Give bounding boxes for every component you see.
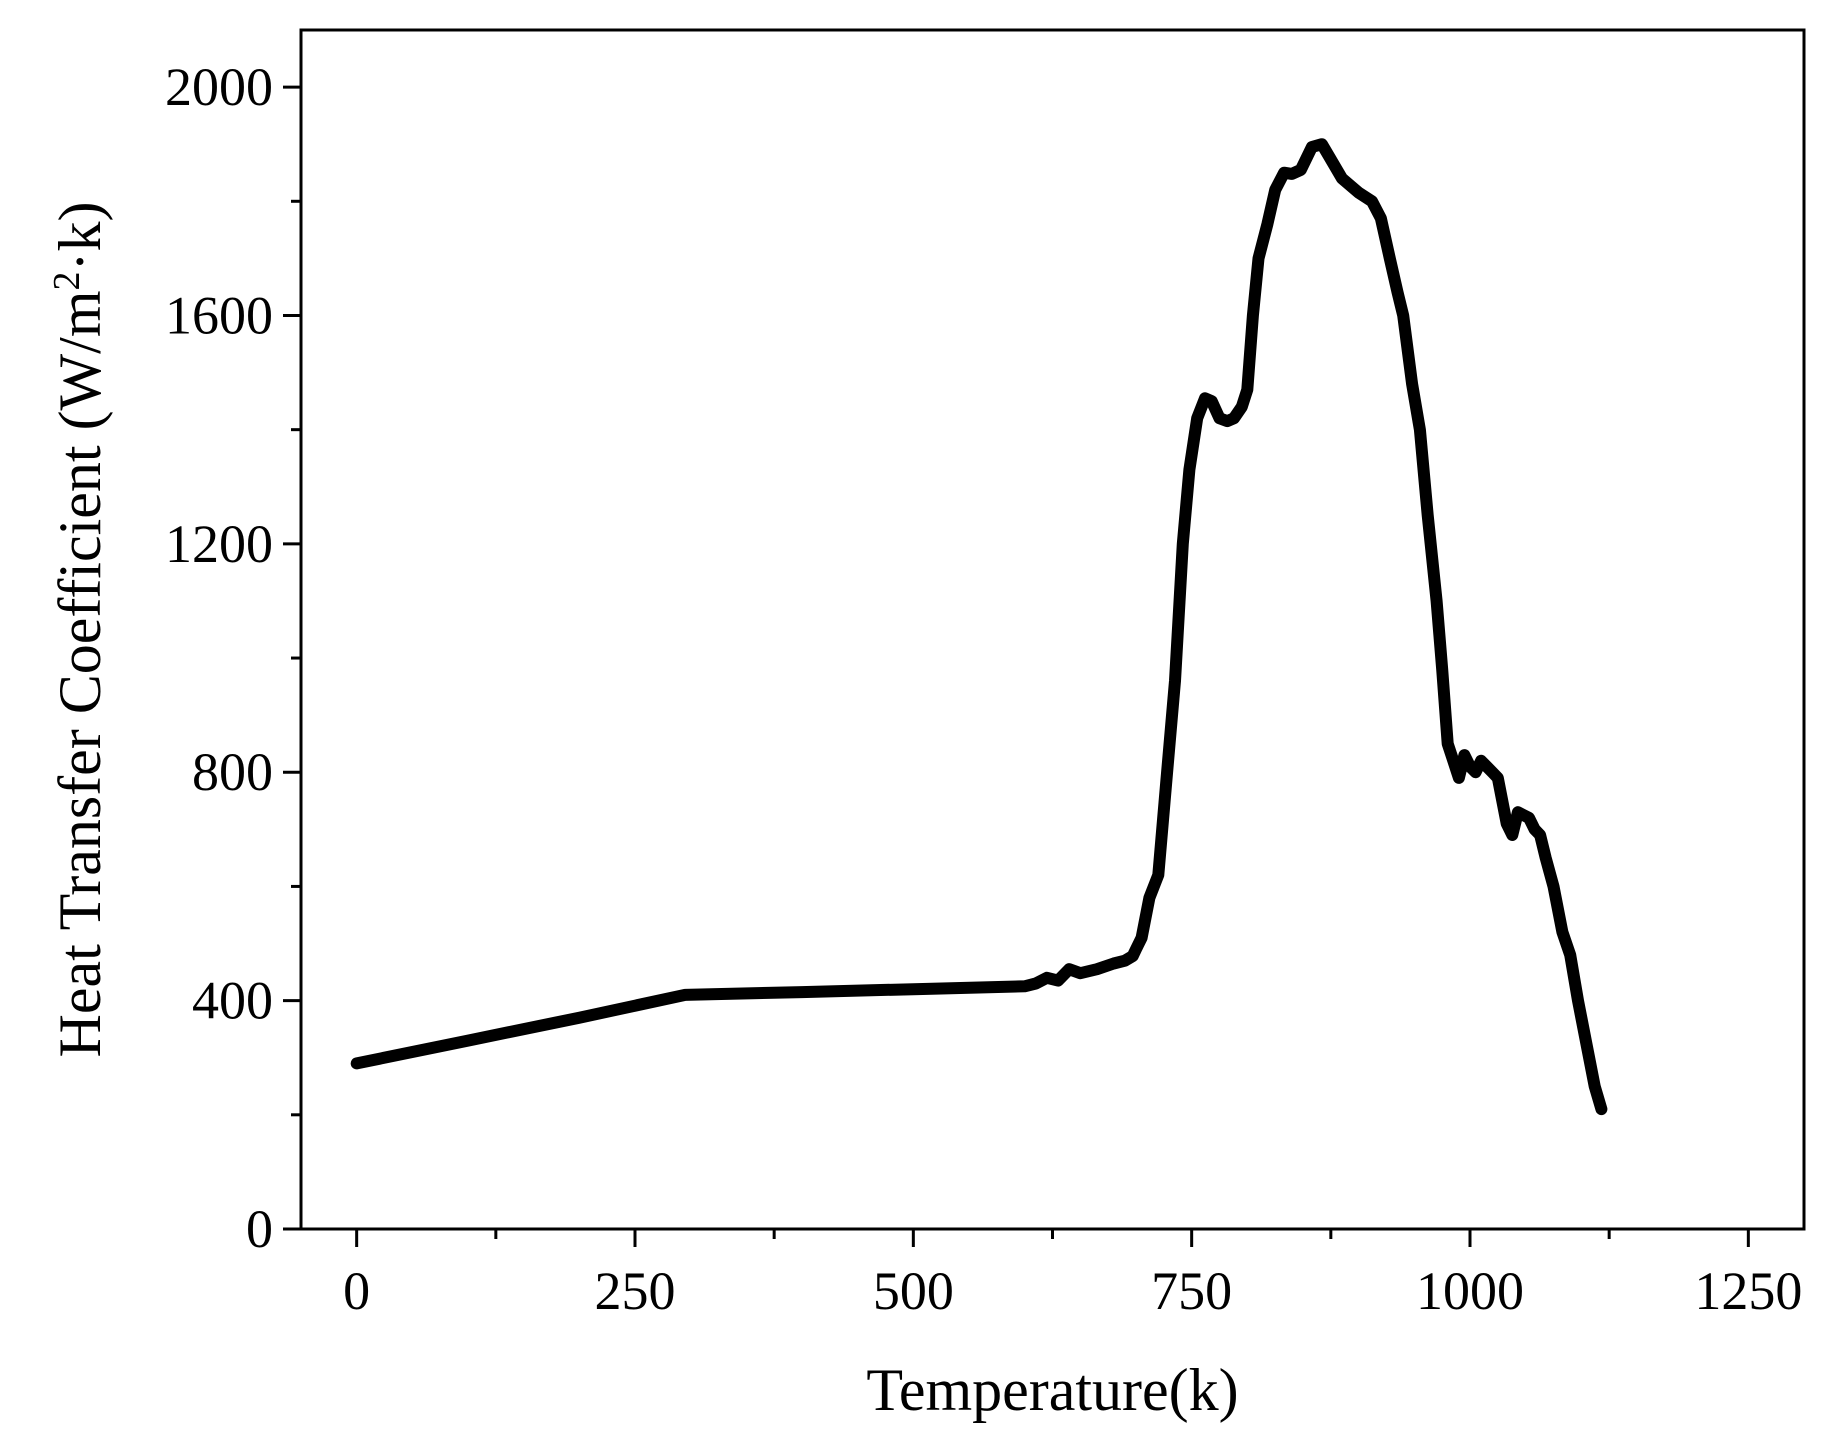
x-axis: 0 250 500 750 1000 1250 [343,1229,1802,1321]
y-axis-title-superscript: 2 [46,271,88,290]
y-axis-title-suffix: ·k) [47,202,113,272]
y-axis: 0 400 800 1200 1600 2000 [165,57,301,1259]
y-tick-label: 1200 [165,514,273,574]
y-tick-label: 400 [192,971,273,1031]
y-tick-label: 2000 [165,57,273,117]
x-axis-title: Temperature(k) [866,1357,1238,1423]
y-axis-title-prefix: Heat Transfer Coefficient (W/m [47,290,113,1057]
y-tick-label: 800 [192,742,273,802]
x-tick-label: 0 [343,1261,370,1321]
x-tick-label: 750 [1151,1261,1232,1321]
plot-layer [350,138,1608,1116]
x-tick-label: 1250 [1694,1261,1802,1321]
series-line [350,138,1608,1116]
x-tick-label: 250 [595,1261,676,1321]
y-tick-label: 1600 [165,285,273,345]
x-tick-label: 500 [873,1261,954,1321]
y-axis-title: Heat Transfer Coefficient (W/m2·k) [46,202,113,1058]
x-tick-label: 1000 [1416,1261,1524,1321]
y-tick-label: 0 [246,1199,273,1259]
